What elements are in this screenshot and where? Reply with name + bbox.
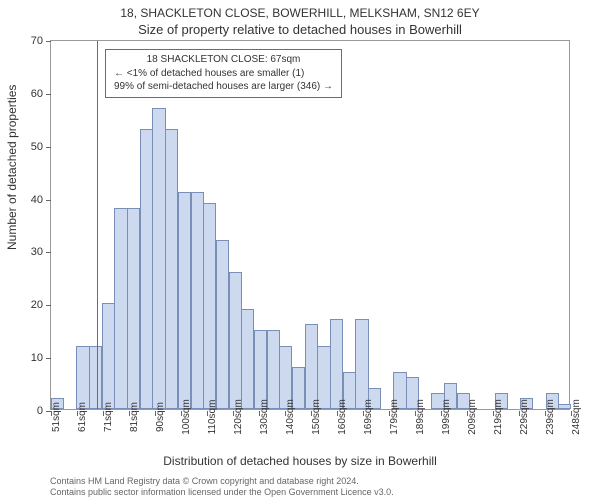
- xtick-mark: [259, 411, 260, 416]
- xtick-mark: [103, 411, 104, 416]
- xtick-label: 239sqm: [545, 399, 556, 435]
- xtick-mark: [389, 411, 390, 416]
- ytick-label: 30: [19, 246, 43, 258]
- xtick-label: 248sqm: [571, 399, 582, 435]
- ytick-label: 40: [19, 194, 43, 206]
- xtick-label: 140sqm: [285, 399, 296, 435]
- annotation-line3: 99% of semi-detached houses are larger (…: [114, 80, 333, 94]
- footer-line2: Contains public sector information licen…: [50, 487, 394, 498]
- xtick-mark: [77, 411, 78, 416]
- xtick-label: 81sqm: [129, 402, 140, 432]
- xtick-mark: [415, 411, 416, 416]
- xtick-label: 209sqm: [467, 399, 478, 435]
- xtick-mark: [545, 411, 546, 416]
- subtitle: Size of property relative to detached ho…: [0, 22, 600, 37]
- annotation-line1: 18 SHACKLETON CLOSE: 67sqm: [114, 53, 333, 67]
- xtick-mark: [519, 411, 520, 416]
- xtick-mark: [571, 411, 572, 416]
- ytick-label: 10: [19, 352, 43, 364]
- xtick-label: 179sqm: [389, 399, 400, 435]
- xtick-label: 100sqm: [181, 399, 192, 435]
- xtick-label: 51sqm: [51, 402, 62, 432]
- footer: Contains HM Land Registry data © Crown c…: [50, 476, 394, 498]
- xtick-label: 160sqm: [337, 399, 348, 435]
- xtick-mark: [363, 411, 364, 416]
- xtick-mark: [285, 411, 286, 416]
- xtick-mark: [207, 411, 208, 416]
- ytick-label: 70: [19, 35, 43, 47]
- xtick-mark: [311, 411, 312, 416]
- xtick-mark: [337, 411, 338, 416]
- x-axis-label: Distribution of detached houses by size …: [0, 454, 600, 468]
- xtick-mark: [441, 411, 442, 416]
- xtick-label: 189sqm: [415, 399, 426, 435]
- xtick-mark: [155, 411, 156, 416]
- xtick-label: 199sqm: [441, 399, 452, 435]
- ytick-label: 60: [19, 88, 43, 100]
- xtick-label: 229sqm: [519, 399, 530, 435]
- address-title: 18, SHACKLETON CLOSE, BOWERHILL, MELKSHA…: [0, 6, 600, 20]
- footer-line1: Contains HM Land Registry data © Crown c…: [50, 476, 394, 487]
- annotation-box: 18 SHACKLETON CLOSE: 67sqm ← <1% of deta…: [105, 49, 342, 98]
- xtick-mark: [51, 411, 52, 416]
- xtick-mark: [467, 411, 468, 416]
- xtick-label: 90sqm: [155, 402, 166, 432]
- xtick-label: 130sqm: [259, 399, 270, 435]
- xtick-label: 169sqm: [363, 399, 374, 435]
- xtick-label: 110sqm: [207, 400, 218, 435]
- xtick-label: 61sqm: [77, 402, 88, 432]
- xtick-mark: [181, 411, 182, 416]
- xtick-mark: [129, 411, 130, 416]
- plot-area: 010203040506070 51sqm61sqm71sqm81sqm90sq…: [50, 40, 570, 410]
- xtick-label: 219sqm: [493, 399, 504, 435]
- ytick-label: 20: [19, 299, 43, 311]
- ytick-label: 0: [19, 405, 43, 417]
- xtick-label: 150sqm: [311, 399, 322, 435]
- xtick-label: 120sqm: [233, 399, 244, 435]
- xtick-mark: [233, 411, 234, 416]
- annotation-line2: ← <1% of detached houses are smaller (1): [114, 67, 333, 81]
- y-axis-label: Number of detached properties: [5, 85, 19, 250]
- xtick-mark: [493, 411, 494, 416]
- ytick-label: 50: [19, 141, 43, 153]
- xtick-label: 71sqm: [103, 402, 114, 432]
